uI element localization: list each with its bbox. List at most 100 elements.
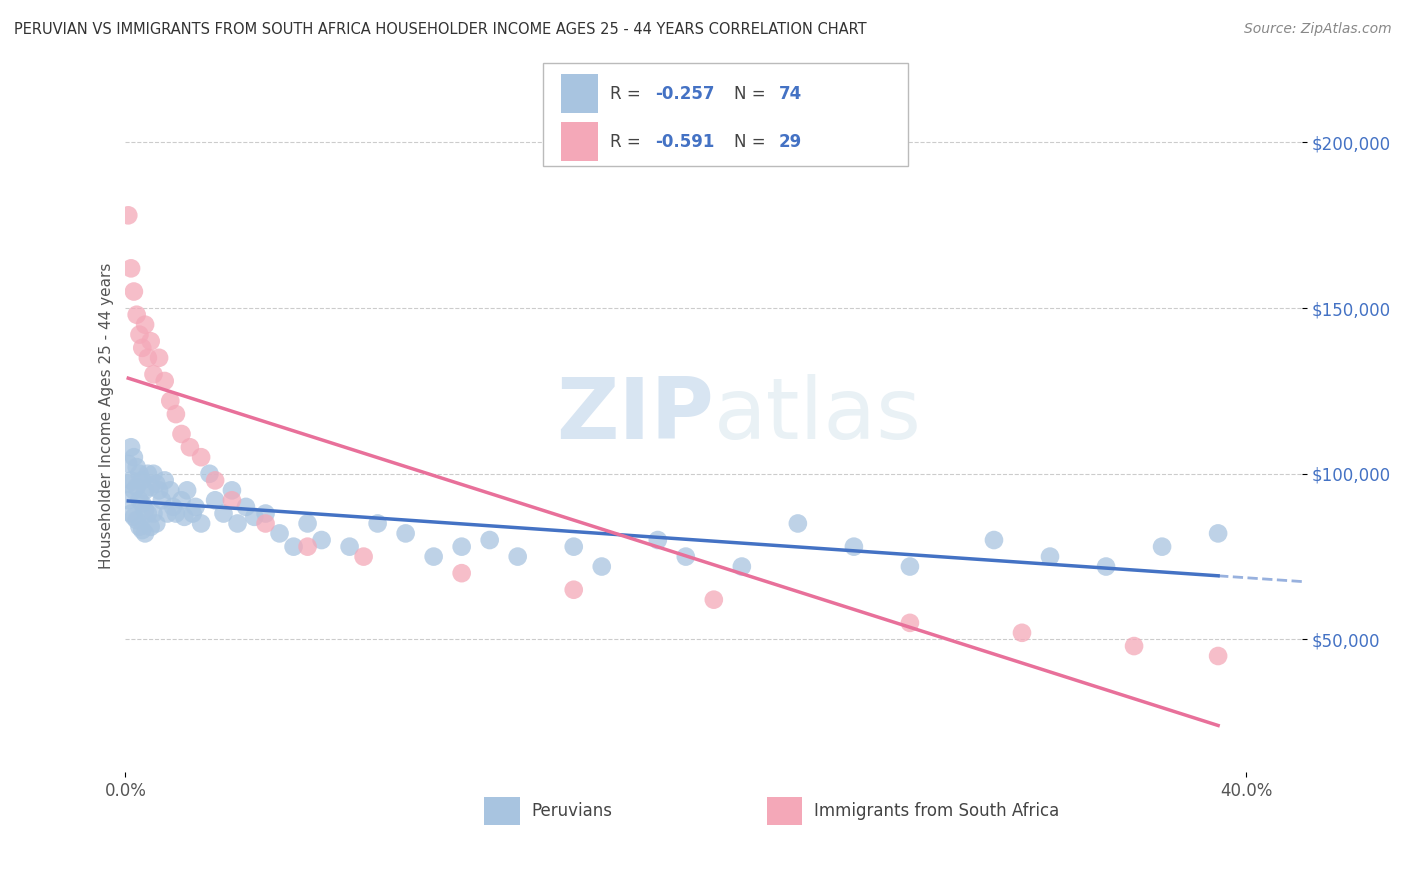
FancyBboxPatch shape xyxy=(561,74,599,113)
Point xyxy=(139,334,162,349)
Point xyxy=(226,516,249,531)
Point xyxy=(731,559,754,574)
Point xyxy=(591,559,613,574)
Point xyxy=(190,516,212,531)
Point xyxy=(450,566,472,581)
Point xyxy=(125,513,148,527)
Point xyxy=(562,582,585,597)
Point xyxy=(142,368,165,382)
Point xyxy=(204,474,226,488)
Point xyxy=(122,509,145,524)
Point xyxy=(221,483,243,498)
Text: Peruvians: Peruvians xyxy=(531,802,613,820)
Point xyxy=(1011,625,1033,640)
Point xyxy=(150,493,173,508)
Text: Source: ZipAtlas.com: Source: ZipAtlas.com xyxy=(1244,22,1392,37)
Point xyxy=(117,476,139,491)
Point xyxy=(131,341,153,355)
Point xyxy=(156,507,179,521)
Point xyxy=(190,450,212,465)
Point xyxy=(134,318,156,332)
Point xyxy=(221,493,243,508)
Point xyxy=(159,483,181,498)
Point xyxy=(367,516,389,531)
Point xyxy=(117,493,139,508)
Point xyxy=(506,549,529,564)
Point xyxy=(297,516,319,531)
Point xyxy=(254,516,277,531)
Point xyxy=(243,509,266,524)
Point xyxy=(153,374,176,388)
Point xyxy=(1206,526,1229,541)
Point xyxy=(283,540,305,554)
Point xyxy=(128,493,150,508)
Point xyxy=(179,440,201,454)
Point xyxy=(117,457,139,471)
Point xyxy=(170,493,193,508)
Point xyxy=(1039,549,1062,564)
Text: 29: 29 xyxy=(779,133,801,151)
Text: -0.591: -0.591 xyxy=(655,133,714,151)
Point xyxy=(120,507,142,521)
Point xyxy=(254,507,277,521)
Point xyxy=(139,480,162,494)
Point xyxy=(269,526,291,541)
Point xyxy=(162,500,184,514)
Point xyxy=(134,503,156,517)
Point xyxy=(478,533,501,547)
Point xyxy=(145,516,167,531)
Point xyxy=(1123,639,1146,653)
Point xyxy=(170,427,193,442)
Point xyxy=(122,450,145,465)
Point xyxy=(128,467,150,481)
Point xyxy=(122,483,145,498)
Point xyxy=(139,520,162,534)
Point xyxy=(898,615,921,630)
Point xyxy=(134,526,156,541)
Point xyxy=(1206,648,1229,663)
Point xyxy=(148,483,170,498)
Point xyxy=(176,483,198,498)
Point xyxy=(122,285,145,299)
Point xyxy=(159,393,181,408)
Point xyxy=(128,327,150,342)
Text: ZIP: ZIP xyxy=(555,375,714,458)
Point xyxy=(128,520,150,534)
Point xyxy=(562,540,585,554)
Point xyxy=(145,476,167,491)
Point xyxy=(165,507,187,521)
Point xyxy=(311,533,333,547)
Text: N =: N = xyxy=(734,85,770,103)
Point xyxy=(136,507,159,521)
Point xyxy=(131,497,153,511)
Point xyxy=(173,509,195,524)
Y-axis label: Householder Income Ages 25 - 44 years: Householder Income Ages 25 - 44 years xyxy=(100,262,114,569)
Point xyxy=(647,533,669,547)
Point xyxy=(339,540,361,554)
Point xyxy=(422,549,444,564)
Point xyxy=(136,351,159,365)
Point xyxy=(136,467,159,481)
Text: 74: 74 xyxy=(779,85,801,103)
Point xyxy=(198,467,221,481)
Point xyxy=(148,351,170,365)
Point xyxy=(125,460,148,475)
Text: -0.257: -0.257 xyxy=(655,85,714,103)
Point xyxy=(120,440,142,454)
Point xyxy=(898,559,921,574)
Point xyxy=(125,308,148,322)
Point xyxy=(1152,540,1174,554)
Point xyxy=(120,261,142,276)
Point xyxy=(235,500,257,514)
FancyBboxPatch shape xyxy=(561,122,599,161)
Point xyxy=(131,474,153,488)
Point xyxy=(212,507,235,521)
FancyBboxPatch shape xyxy=(484,797,520,825)
Text: atlas: atlas xyxy=(714,375,922,458)
Point xyxy=(204,493,226,508)
Point xyxy=(117,208,139,222)
Text: N =: N = xyxy=(734,133,770,151)
Text: PERUVIAN VS IMMIGRANTS FROM SOUTH AFRICA HOUSEHOLDER INCOME AGES 25 - 44 YEARS C: PERUVIAN VS IMMIGRANTS FROM SOUTH AFRICA… xyxy=(14,22,866,37)
Point xyxy=(842,540,865,554)
Text: R =: R = xyxy=(610,133,647,151)
